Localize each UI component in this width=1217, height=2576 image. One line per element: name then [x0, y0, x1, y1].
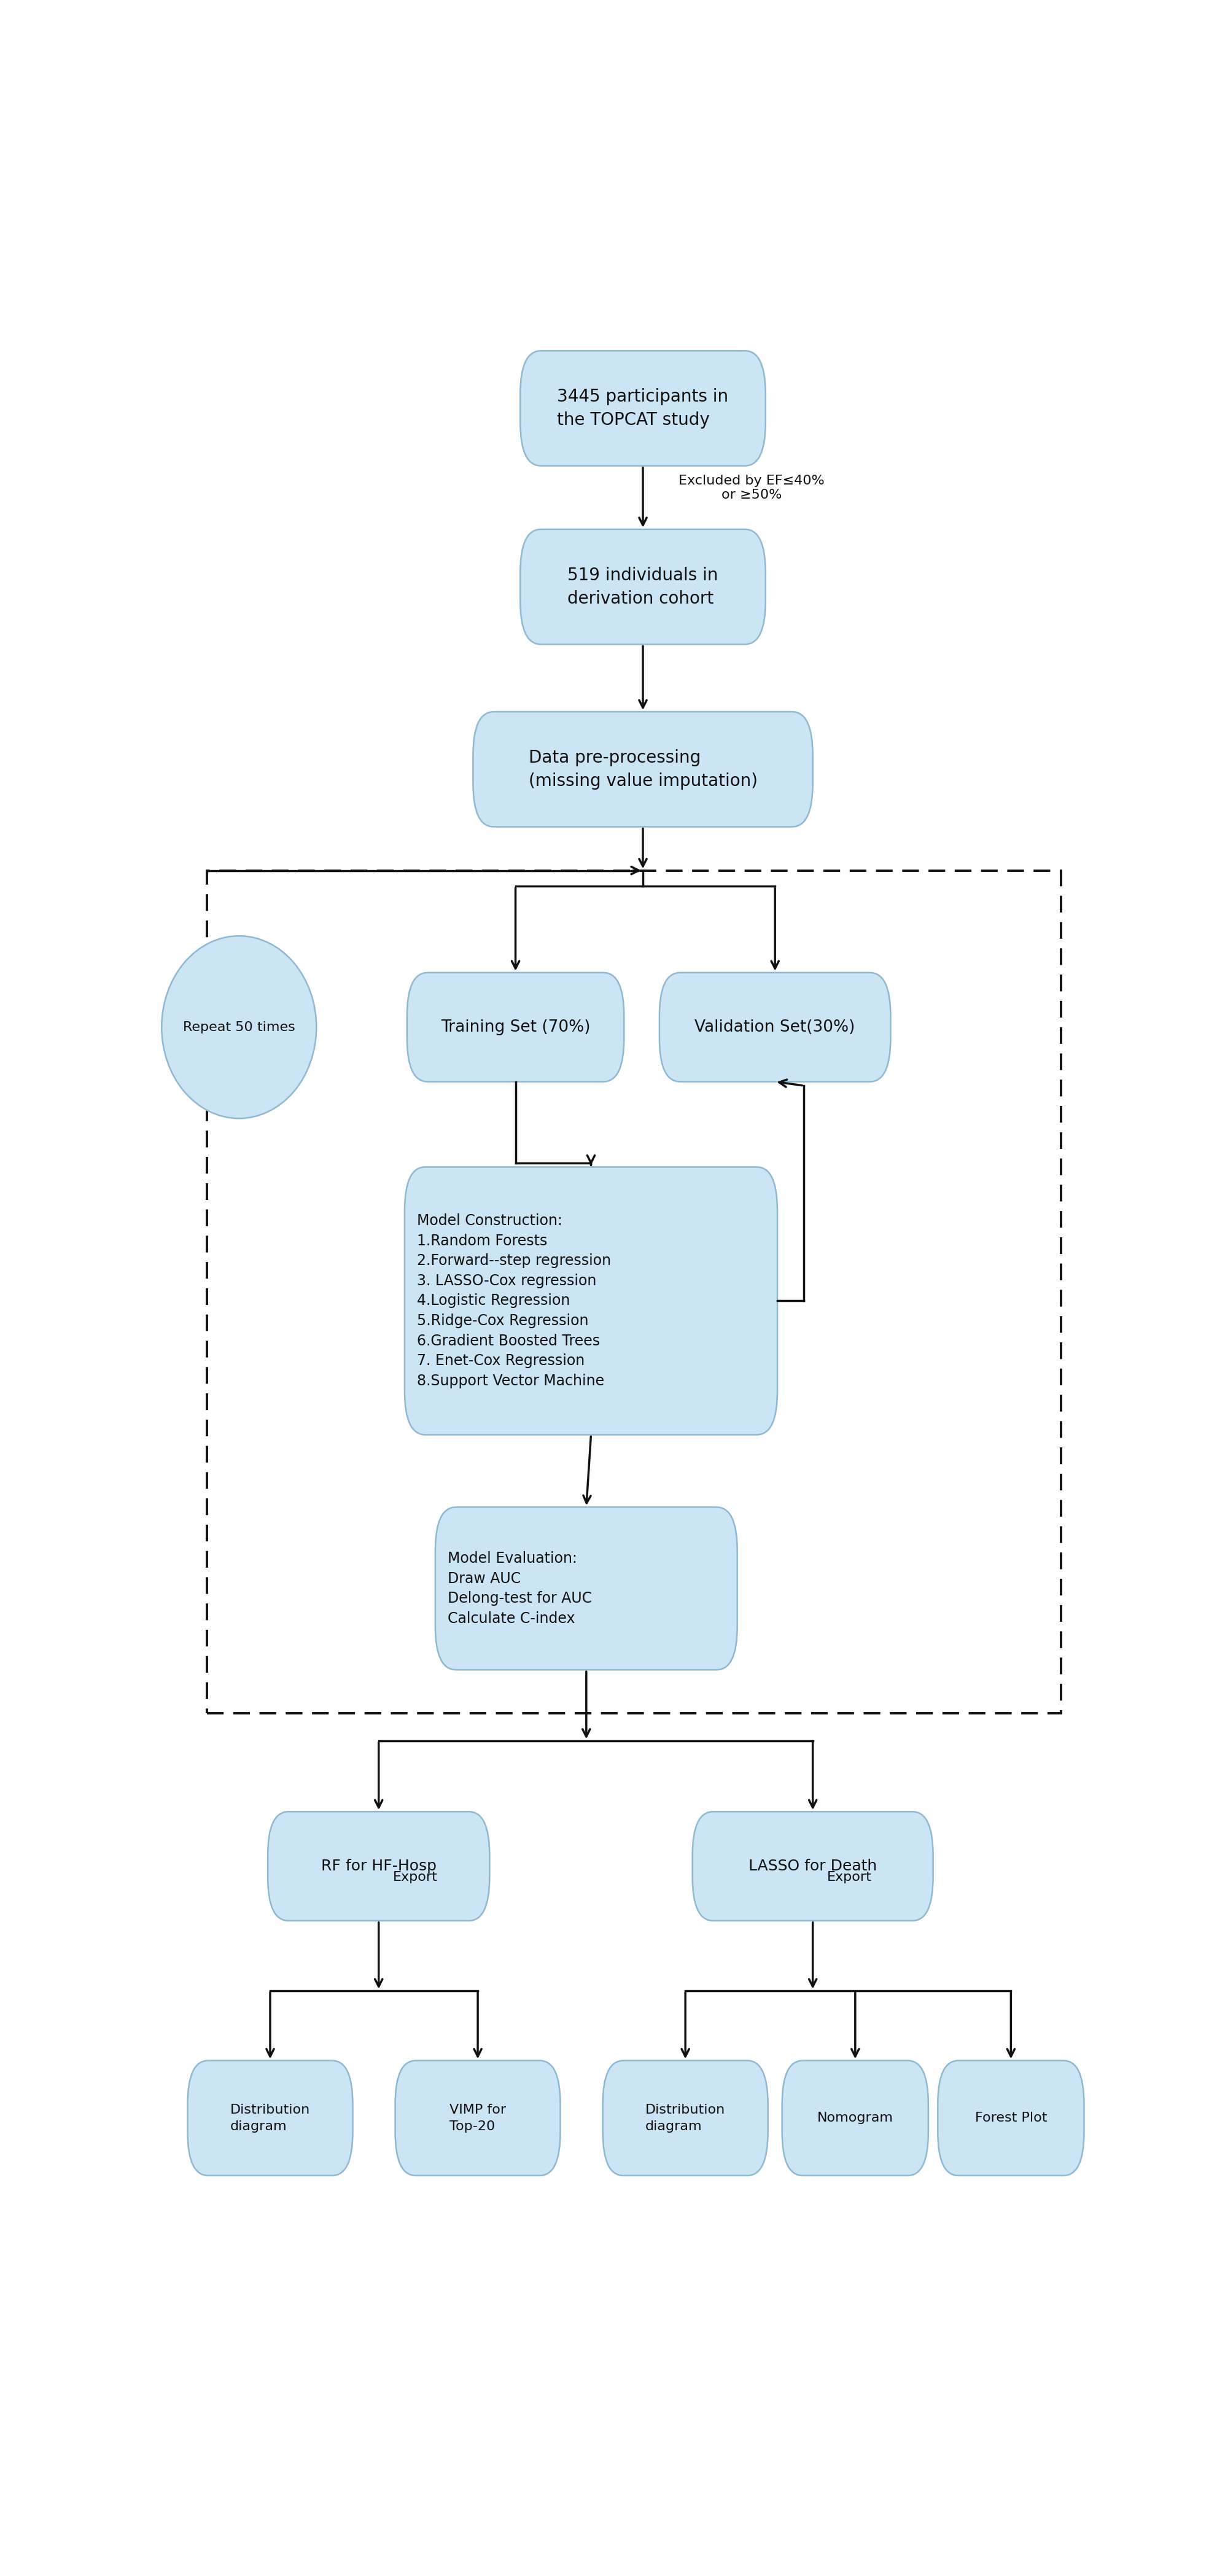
FancyBboxPatch shape: [937, 2061, 1083, 2177]
Text: Data pre-processing
(missing value imputation): Data pre-processing (missing value imput…: [528, 750, 757, 788]
FancyBboxPatch shape: [406, 974, 623, 1082]
Text: Model Evaluation:
Draw AUC
Delong-test for AUC
Calculate C-index: Model Evaluation: Draw AUC Delong-test f…: [448, 1551, 591, 1625]
Text: Repeat 50 times: Repeat 50 times: [183, 1020, 295, 1033]
FancyBboxPatch shape: [520, 350, 765, 466]
Text: Distribution
diagram: Distribution diagram: [645, 2105, 725, 2133]
FancyBboxPatch shape: [396, 2061, 560, 2177]
Text: Validation Set(30%): Validation Set(30%): [695, 1020, 854, 1036]
FancyBboxPatch shape: [692, 1811, 932, 1922]
FancyBboxPatch shape: [660, 974, 890, 1082]
FancyBboxPatch shape: [187, 2061, 353, 2177]
Text: LASSO for Death: LASSO for Death: [748, 1860, 876, 1873]
Bar: [207, 871, 1060, 1713]
Ellipse shape: [162, 935, 316, 1118]
Text: Training Set (70%): Training Set (70%): [441, 1020, 590, 1036]
Text: VIMP for
Top-20: VIMP for Top-20: [449, 2105, 506, 2133]
Text: Excluded by EF≤40%
or ≥50%: Excluded by EF≤40% or ≥50%: [678, 474, 824, 500]
Text: Model Construction:
1.Random Forests
2.Forward--step regression
3. LASSO-Cox reg: Model Construction: 1.Random Forests 2.F…: [416, 1213, 611, 1388]
FancyBboxPatch shape: [404, 1167, 776, 1435]
Text: Distribution
diagram: Distribution diagram: [230, 2105, 310, 2133]
FancyBboxPatch shape: [436, 1507, 738, 1669]
Text: Export: Export: [826, 1870, 871, 1883]
Text: 519 individuals in
derivation cohort: 519 individuals in derivation cohort: [567, 567, 718, 608]
Text: 3445 participants in
the TOPCAT study: 3445 participants in the TOPCAT study: [557, 389, 728, 428]
FancyBboxPatch shape: [268, 1811, 489, 1922]
Text: Nomogram: Nomogram: [817, 2112, 893, 2125]
FancyBboxPatch shape: [520, 528, 765, 644]
Text: RF for HF-Hosp: RF for HF-Hosp: [321, 1860, 436, 1873]
FancyBboxPatch shape: [781, 2061, 927, 2177]
FancyBboxPatch shape: [602, 2061, 768, 2177]
Text: Forest Plot: Forest Plot: [975, 2112, 1047, 2125]
Text: Export: Export: [393, 1870, 437, 1883]
FancyBboxPatch shape: [472, 711, 812, 827]
